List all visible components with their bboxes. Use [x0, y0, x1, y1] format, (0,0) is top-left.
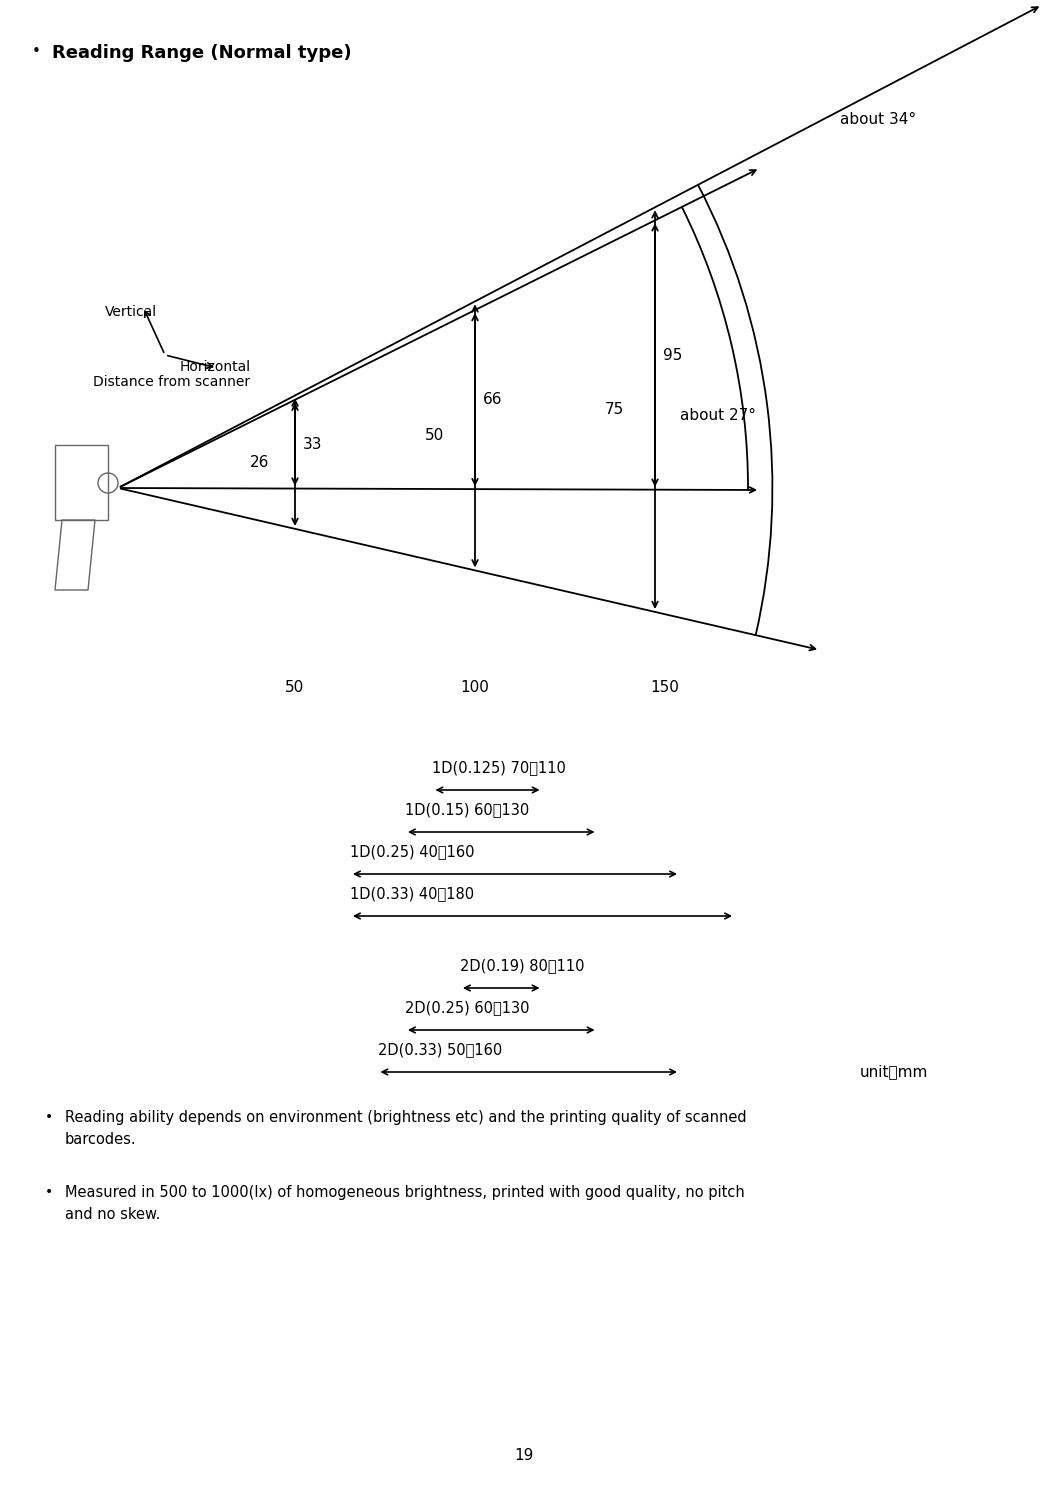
Text: 2D(0.25) 60～130: 2D(0.25) 60～130	[405, 1000, 529, 1015]
Text: 66: 66	[483, 392, 502, 407]
Text: 1D(0.33) 40～180: 1D(0.33) 40～180	[350, 886, 474, 901]
Text: 1D(0.125) 70～110: 1D(0.125) 70～110	[433, 760, 566, 775]
Text: 75: 75	[605, 403, 625, 417]
Text: 50: 50	[425, 428, 444, 443]
Text: 1D(0.15) 60～130: 1D(0.15) 60～130	[405, 802, 529, 817]
Text: 100: 100	[460, 680, 489, 695]
Text: •: •	[45, 1185, 53, 1199]
Text: 95: 95	[663, 347, 682, 362]
Text: •: •	[45, 1109, 53, 1124]
Text: 1D(0.25) 40～160: 1D(0.25) 40～160	[350, 844, 475, 859]
Text: Reading ability depends on environment (brightness etc) and the printing quality: Reading ability depends on environment (…	[65, 1109, 746, 1126]
Text: Measured in 500 to 1000(lx) of homogeneous brightness, printed with good quality: Measured in 500 to 1000(lx) of homogeneo…	[65, 1185, 745, 1200]
Text: Horizontal: Horizontal	[180, 359, 252, 374]
Text: 2D(0.33) 50～160: 2D(0.33) 50～160	[377, 1042, 502, 1057]
Text: 150: 150	[651, 680, 679, 695]
Text: barcodes.: barcodes.	[65, 1132, 136, 1147]
Text: 50: 50	[285, 680, 305, 695]
Text: 19: 19	[515, 1448, 533, 1463]
Text: •: •	[32, 45, 41, 60]
Text: 33: 33	[303, 437, 323, 452]
Text: Distance from scanner: Distance from scanner	[93, 376, 250, 389]
Text: about 27°: about 27°	[680, 407, 756, 422]
Text: and no skew.: and no skew.	[65, 1208, 160, 1223]
Text: 2D(0.19) 80～110: 2D(0.19) 80～110	[460, 959, 585, 974]
Text: 26: 26	[250, 455, 269, 470]
Text: Reading Range (Normal type): Reading Range (Normal type)	[52, 45, 352, 63]
Text: unit：mm: unit：mm	[860, 1065, 929, 1079]
Text: about 34°: about 34°	[840, 112, 916, 128]
Text: Vertical: Vertical	[105, 306, 157, 319]
